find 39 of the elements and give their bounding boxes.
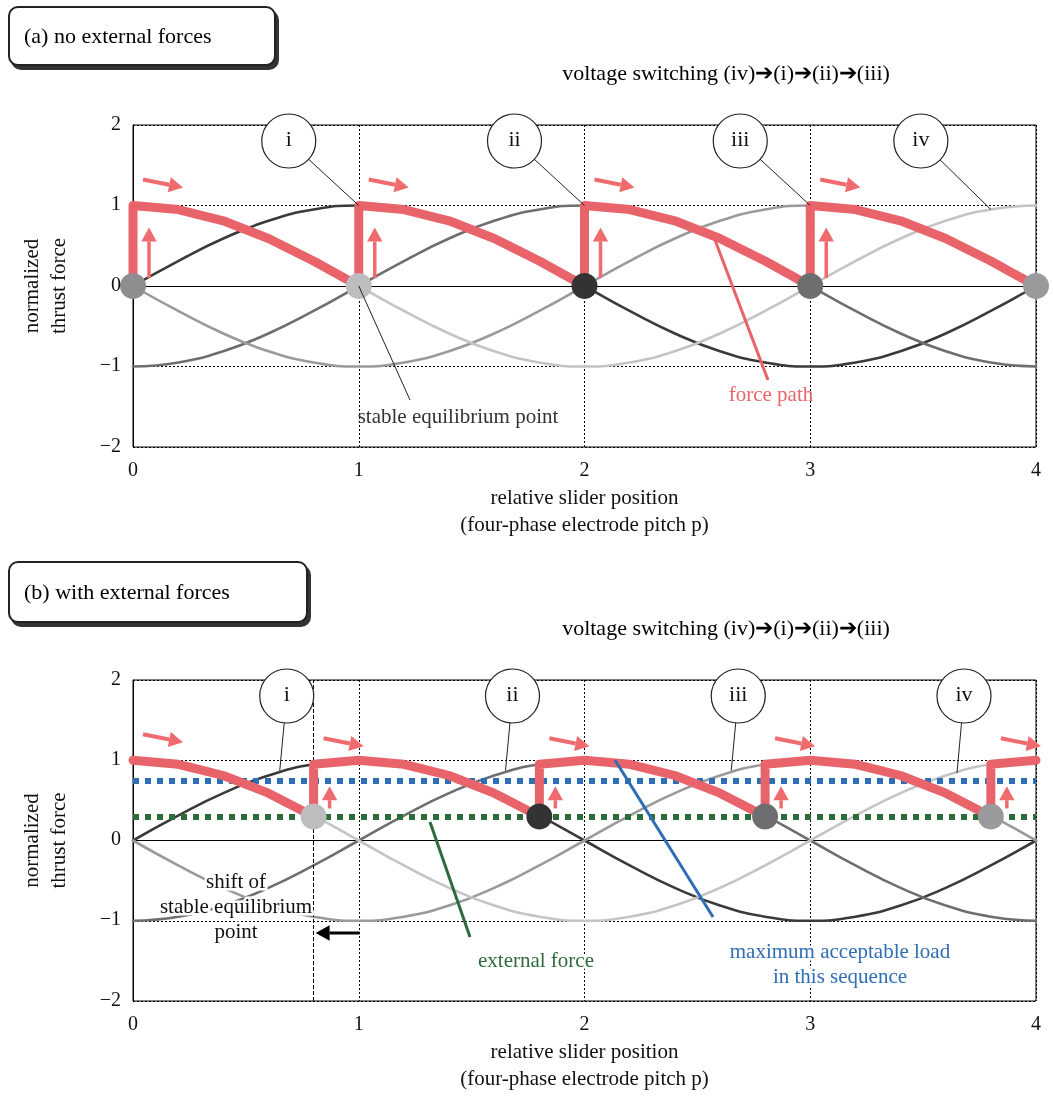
y-tick-label: −1 xyxy=(99,353,121,376)
ref-line-label: shift of stable equilibrium point xyxy=(159,868,313,943)
annotation: iii xyxy=(729,681,748,707)
y-tick-label: 2 xyxy=(111,111,121,134)
chart-subtitle: voltage switching (iv)➔(i)➔(ii)➔(iii) xyxy=(562,60,890,86)
x-tick-label: 1 xyxy=(353,458,364,480)
ref-line-label: external force xyxy=(477,947,595,972)
annotation: ii xyxy=(506,681,519,707)
x-tick-label: 0 xyxy=(128,458,138,480)
annotation: i xyxy=(285,126,292,152)
annotation: iv xyxy=(955,681,973,707)
x-tick-label: 2 xyxy=(579,458,590,480)
y-tick-label: 1 xyxy=(111,192,121,215)
y-tick-label: 0 xyxy=(111,272,121,295)
y-tick-label: −2 xyxy=(99,987,121,1010)
annotation: stable equilibrium point xyxy=(357,403,559,428)
y-tick-label: 2 xyxy=(111,666,121,689)
x-tick-label: 0 xyxy=(128,1012,138,1034)
annotation: iii xyxy=(731,126,750,152)
annotation: ii xyxy=(508,126,521,152)
x-tick-label: 1 xyxy=(353,1012,364,1034)
x-axis-title: relative slider position (four-phase electrode pitch p) xyxy=(460,485,709,537)
x-tick-label: 3 xyxy=(805,1012,816,1034)
y-axis-title: normalized thrust force xyxy=(18,237,70,335)
annotation: i xyxy=(283,681,290,707)
y-tick-label: 0 xyxy=(111,827,121,850)
x-axis-title: relative slider position (four-phase electrode pitch p) xyxy=(460,1039,709,1091)
x-tick-label: 4 xyxy=(1031,458,1041,480)
x-tick-label: 3 xyxy=(805,458,816,480)
y-tick-label: −1 xyxy=(99,907,121,930)
ref-line-label: maximum acceptable load in this sequence xyxy=(729,938,951,988)
y-axis-title: normalized thrust force xyxy=(18,792,70,889)
chart-subtitle: voltage switching (iv)➔(i)➔(ii)➔(iii) xyxy=(562,615,890,641)
text: force path xyxy=(728,381,814,406)
x-tick-label: 2 xyxy=(579,1012,590,1034)
x-tick-label: 4 xyxy=(1031,1012,1041,1034)
annotation: iv xyxy=(912,126,930,152)
y-tick-label: −2 xyxy=(99,433,121,456)
y-tick-label: 1 xyxy=(111,746,121,769)
